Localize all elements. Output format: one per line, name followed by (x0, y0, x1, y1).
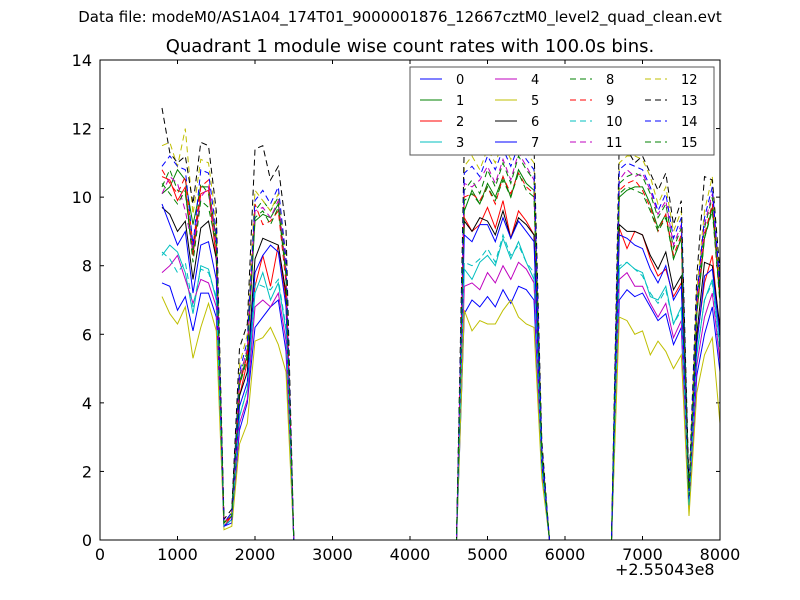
legend-label-12: 12 (681, 73, 698, 88)
axis-ticks: 0 1000 2000 3000 4000 5000 6000 7000 80000246810… (72, 51, 741, 564)
series-line-7 (161, 203, 721, 541)
y-tick-label: 14 (72, 51, 92, 70)
x-tick-label: 5000 (467, 545, 508, 564)
y-tick-label: 12 (72, 120, 92, 139)
legend-label-9: 9 (606, 94, 614, 109)
y-tick-label: 2 (82, 462, 92, 481)
legend-label-15: 15 (681, 136, 698, 151)
figure-suptitle: Data file: modeM0/AS1A04_174T01_90000018… (78, 8, 722, 26)
y-tick-label: 4 (82, 394, 92, 413)
x-tick-label: 0 (95, 545, 105, 564)
series-lines (161, 107, 721, 541)
legend-label-13: 13 (681, 94, 698, 109)
series-line-8 (161, 154, 721, 541)
legend-label-10: 10 (606, 115, 623, 130)
x-tick-label: 1000 (157, 545, 198, 564)
legend-label-11: 11 (606, 136, 623, 151)
legend-label-7: 7 (531, 136, 539, 151)
legend-label-0: 0 (456, 73, 464, 88)
legend-label-14: 14 (681, 115, 698, 130)
series-line-3 (161, 236, 721, 541)
legend-label-4: 4 (531, 73, 539, 88)
legend-label-8: 8 (606, 73, 614, 88)
y-tick-label: 8 (82, 257, 92, 276)
x-tick-label: 3000 (312, 545, 353, 564)
legend-label-6: 6 (531, 115, 539, 130)
x-tick-label: 6000 (545, 545, 586, 564)
series-line-5 (161, 296, 721, 541)
series-line-15 (161, 171, 721, 541)
y-tick-label: 6 (82, 325, 92, 344)
legend-label-1: 1 (456, 94, 464, 109)
series-line-0 (161, 282, 721, 541)
y-tick-label: 0 (82, 531, 92, 550)
series-line-13 (161, 107, 721, 541)
x-tick-label: 7000 (622, 545, 663, 564)
series-line-4 (161, 254, 721, 541)
x-tick-label: 2000 (235, 545, 276, 564)
series-line-2 (161, 176, 721, 541)
series-line-14 (161, 144, 721, 541)
legend-label-2: 2 (456, 115, 464, 130)
legend-label-5: 5 (531, 94, 539, 109)
series-line-12 (161, 128, 721, 541)
legend-label-3: 3 (456, 136, 464, 151)
y-tick-label: 10 (72, 188, 92, 207)
legend-box (409, 66, 715, 156)
chart-title: Quadrant 1 module wise count rates with … (165, 36, 655, 57)
plot-frame (99, 59, 721, 541)
series-line-6 (161, 207, 721, 541)
x-tick-label: 8000 (700, 545, 741, 564)
x-offset-label: +2.55043e8 (615, 560, 715, 579)
x-tick-label: 4000 (390, 545, 431, 564)
